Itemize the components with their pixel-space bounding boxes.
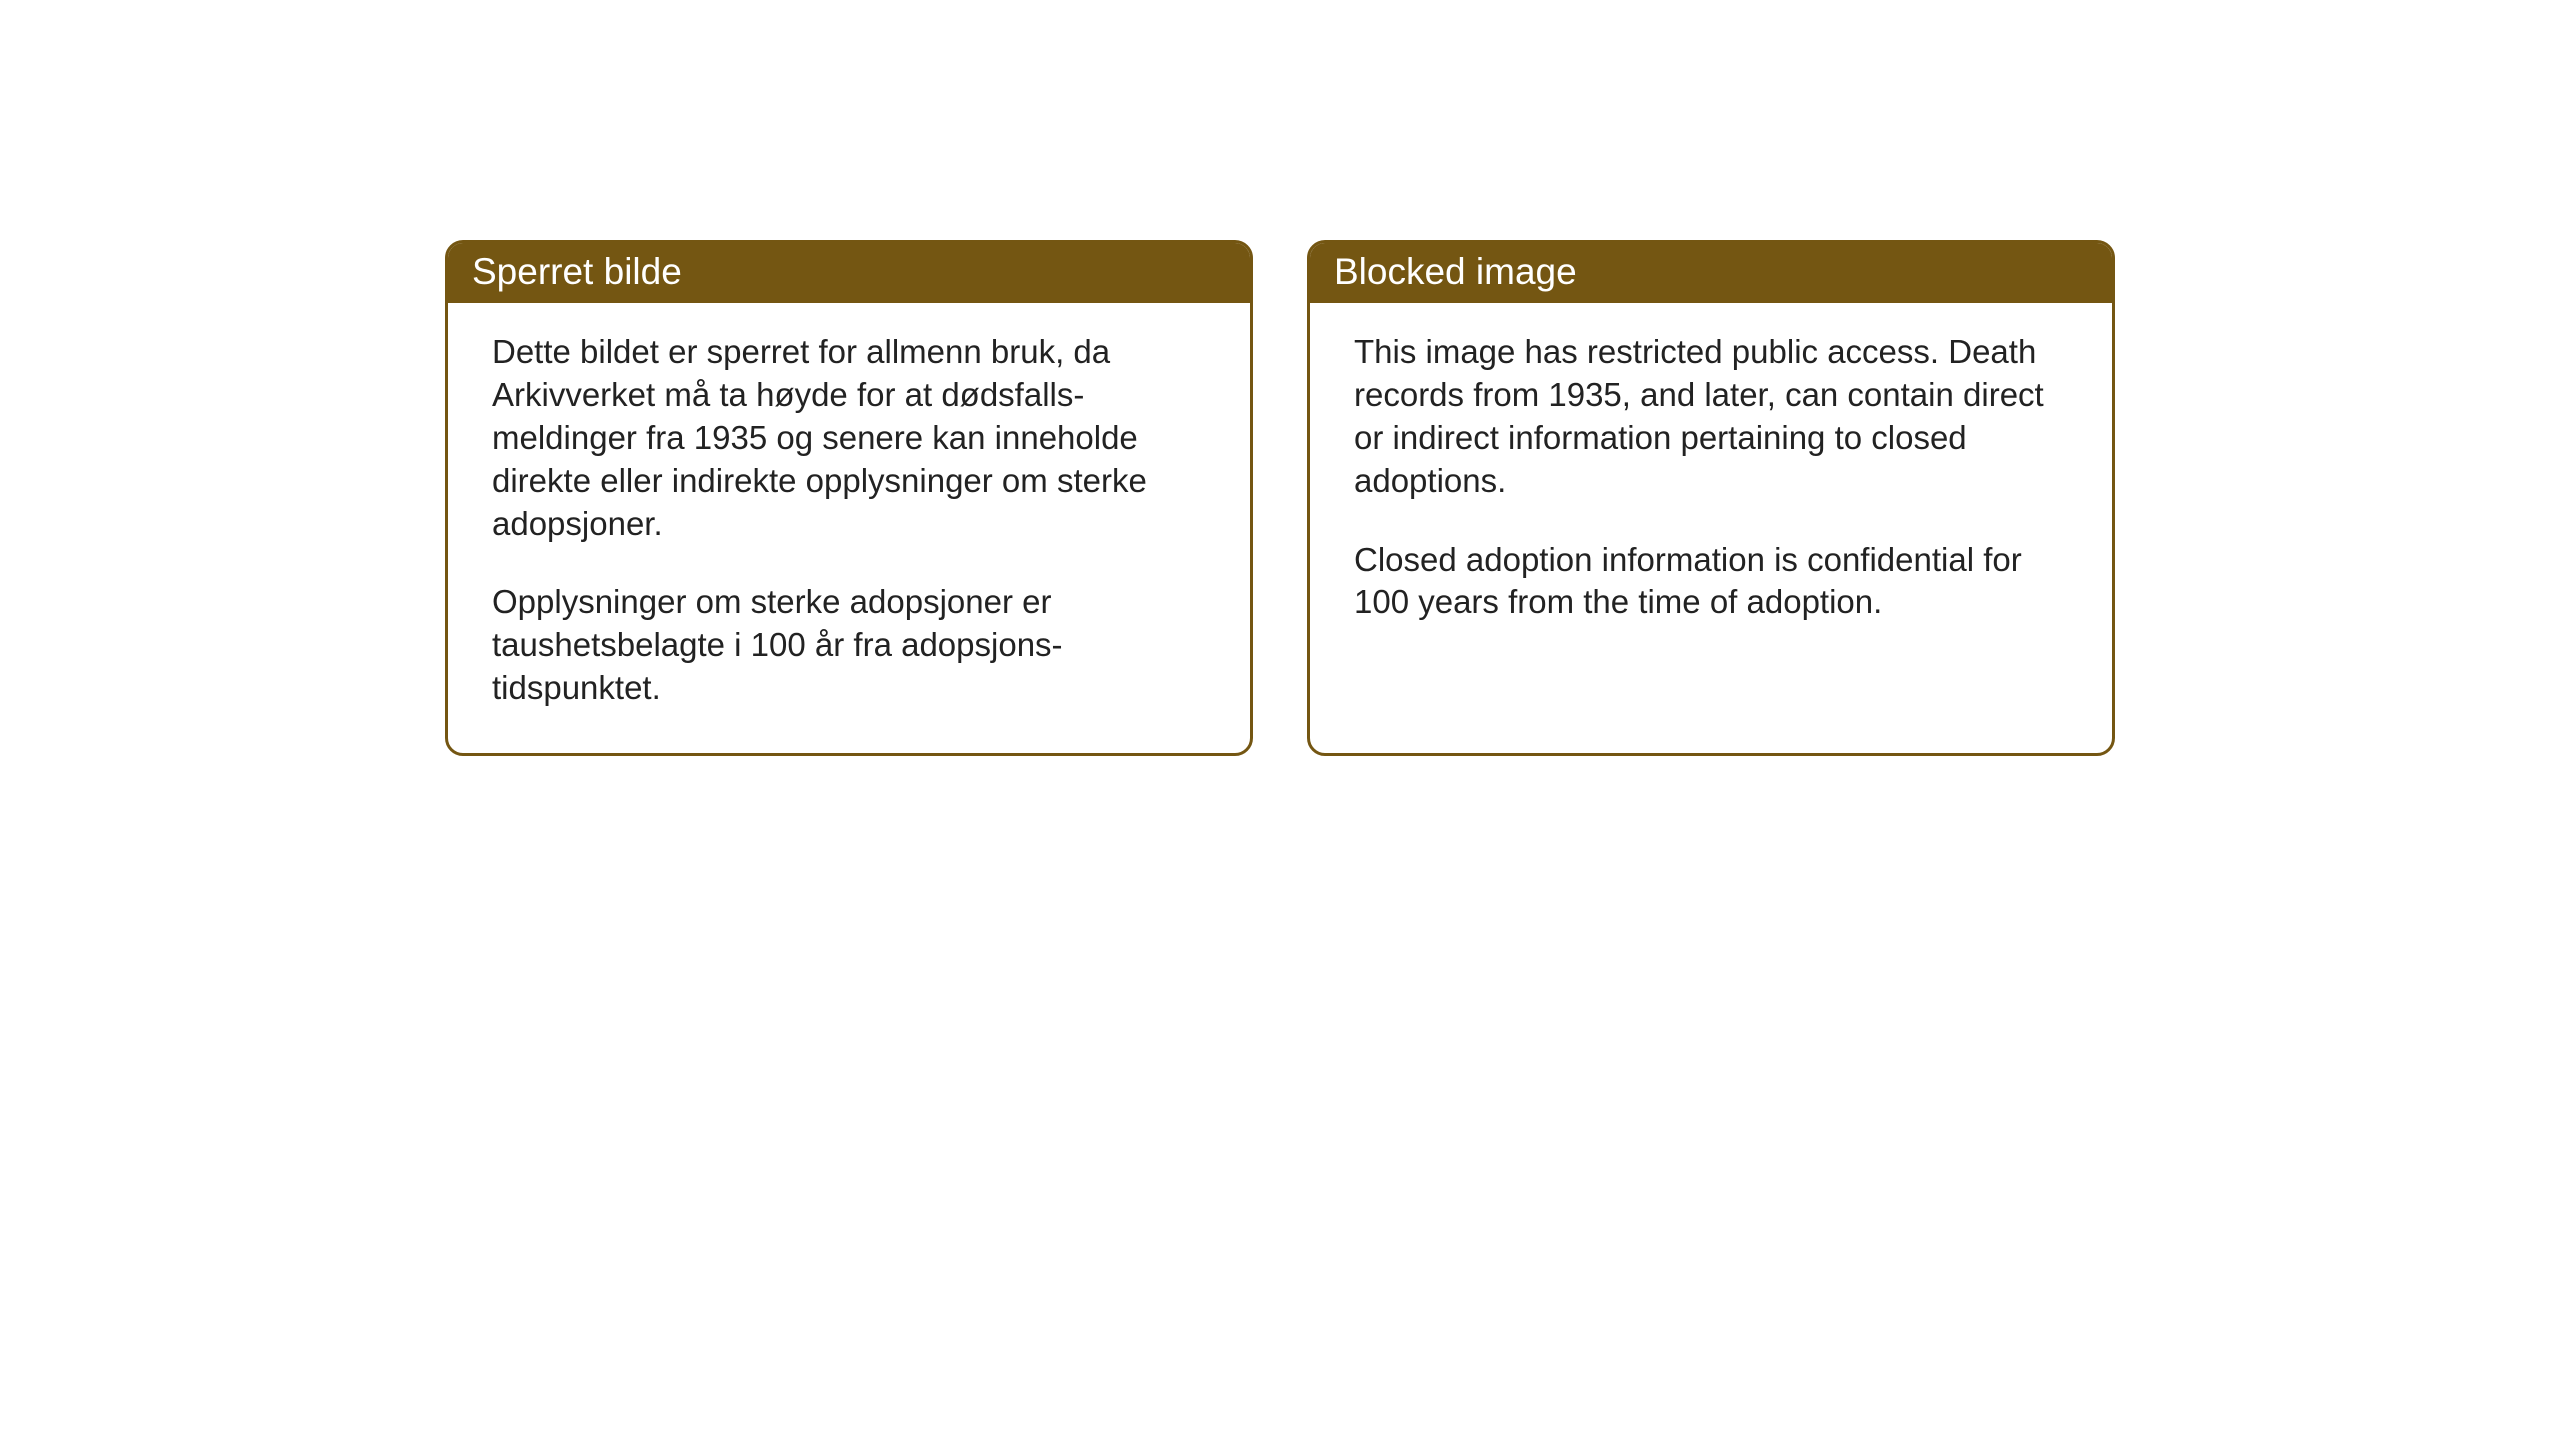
notice-paragraph-1-en: This image has restricted public access.… bbox=[1354, 331, 2068, 503]
notice-paragraph-2-en: Closed adoption information is confident… bbox=[1354, 539, 2068, 625]
notice-box-english: Blocked image This image has restricted … bbox=[1307, 240, 2115, 756]
notice-body-english: This image has restricted public access.… bbox=[1310, 303, 2112, 753]
notice-box-norwegian: Sperret bilde Dette bildet er sperret fo… bbox=[445, 240, 1253, 756]
notice-body-norwegian: Dette bildet er sperret for allmenn bruk… bbox=[448, 303, 1250, 753]
notice-container: Sperret bilde Dette bildet er sperret fo… bbox=[445, 240, 2115, 756]
notice-paragraph-1-no: Dette bildet er sperret for allmenn bruk… bbox=[492, 331, 1206, 545]
notice-header-english: Blocked image bbox=[1310, 243, 2112, 303]
notice-paragraph-2-no: Opplysninger om sterke adopsjoner er tau… bbox=[492, 581, 1206, 710]
notice-header-norwegian: Sperret bilde bbox=[448, 243, 1250, 303]
